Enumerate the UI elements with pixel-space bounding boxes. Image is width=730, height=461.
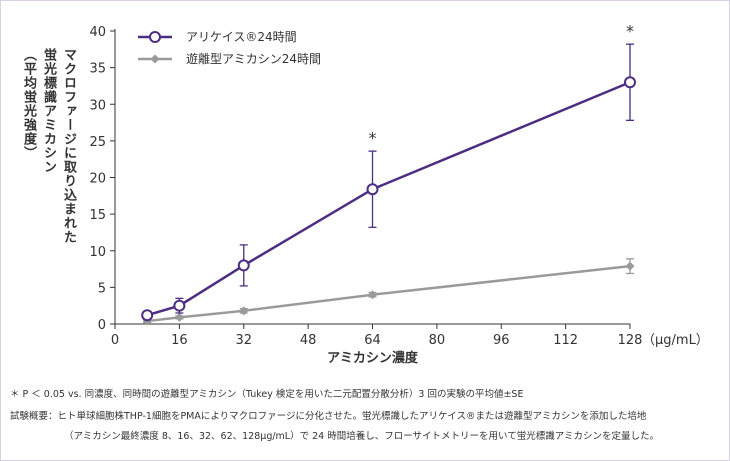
series-line-1: [146, 81, 631, 317]
x-tick-label: 16: [171, 333, 188, 348]
x-tick-label: 80: [429, 333, 446, 348]
legend-label-1: アリケイス®24時間: [186, 30, 297, 44]
data-point-circle: [141, 309, 154, 322]
footnote-study-summary: 試験概要：ヒト単球細胞株THP-1細胞をPMAによりマクロファージに分化させた。…: [10, 411, 647, 422]
significance-asterisk: *: [369, 129, 377, 148]
data-point-diamond: [174, 312, 184, 322]
significance-asterisk: *: [626, 22, 634, 41]
x-tick-label: 48: [300, 333, 317, 348]
y-tick-label: 30: [89, 98, 106, 113]
footnote-significance: ＊ P ＜ 0.05 vs. 同濃度、同時間の遊離型アミカシン（Tukey 検定…: [10, 389, 524, 400]
data-point-circle: [366, 183, 379, 196]
data-point-circle: [237, 259, 250, 272]
x-axis-label: アミカシン濃度: [327, 350, 419, 366]
y-tick-label: 15: [89, 208, 106, 223]
series-line-2: [147, 264, 631, 323]
y-tick-label: 35: [89, 62, 106, 77]
x-tick-label: 0: [111, 333, 119, 348]
y-tick-label: 10: [89, 245, 106, 260]
legend-marker-circle: [149, 31, 161, 43]
y-tick-label: 5: [98, 281, 106, 296]
legend-label-2: 遊離型アミカシン24時間: [186, 51, 321, 66]
data-point-circle: [173, 299, 186, 312]
x-tick-label: 32: [235, 333, 252, 348]
legend-marker-diamond: [150, 54, 160, 64]
data-point-diamond: [239, 306, 249, 316]
data-point-diamond: [368, 290, 377, 300]
y-axis-label-line-2: 蛍光標識アミカシン: [41, 48, 56, 174]
y-tick-label: 25: [89, 135, 106, 150]
y-axis-label-line-1: マクロファージに取り込まれた: [61, 48, 76, 244]
x-tick-label: 96: [493, 333, 510, 348]
x-axis-unit: （μg/mL）: [642, 333, 709, 348]
y-tick-label: 40: [89, 25, 106, 40]
footnote-study-summary-cont: （アミカシン最終濃度 8、16、32、62、128μg/mL）で 24 時間培養…: [64, 431, 660, 442]
y-axis-label-line-3: （平均蛍光強度）: [21, 48, 36, 160]
x-tick-label: 64: [364, 333, 381, 348]
x-tick-label: 112: [553, 333, 578, 348]
data-point-circle: [624, 76, 636, 89]
data-point-diamond: [625, 261, 635, 271]
y-tick-label: 0: [98, 318, 106, 333]
y-tick-label: 20: [89, 172, 106, 187]
x-tick-label: 128: [618, 333, 643, 348]
